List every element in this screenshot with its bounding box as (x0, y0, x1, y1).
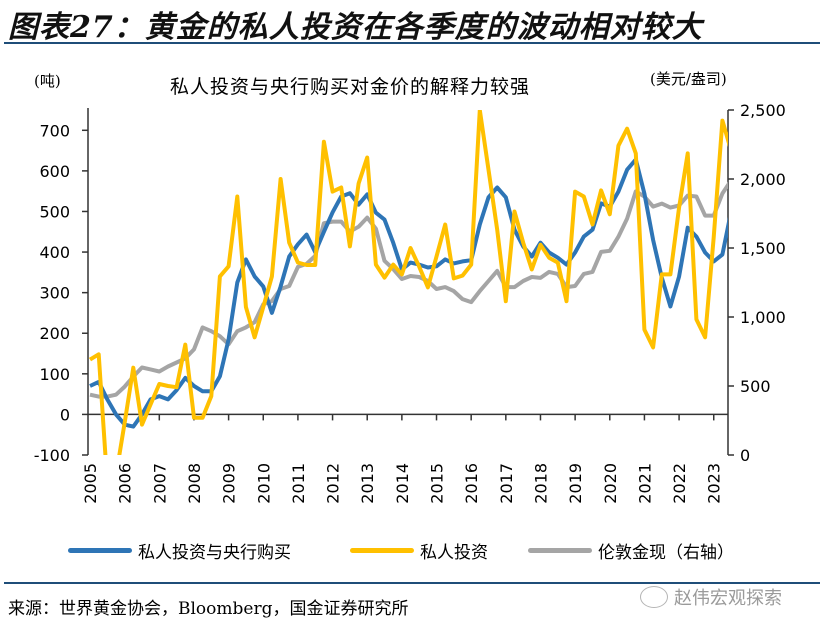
legend-swatch-gray (528, 547, 592, 553)
x-tick-label: 2021 (635, 463, 654, 504)
right-tick-label: 500 (740, 377, 771, 396)
left-tick-label: 300 (39, 284, 70, 303)
line-chart: -100 0 100 200 300 400 500 600 700 0 500 1,000 1,500… (34, 101, 786, 504)
legend-swatch-blue (68, 547, 132, 553)
x-tick-label: 2009 (220, 463, 239, 504)
x-tick-label: 2006 (116, 463, 135, 504)
legend-label: 私人投资与央行购买 (138, 542, 291, 563)
series-layer (88, 110, 728, 455)
watermark: 赵伟宏观探索 (640, 584, 782, 610)
legend-label: 伦敦金现（右轴） (598, 542, 734, 563)
legend-swatch-yellow (350, 547, 414, 553)
legend-item-yellow: 私人投资 (350, 537, 488, 563)
tick-labels: -100 0 100 200 300 400 500 600 700 0 500 1,000 1,500… (34, 101, 786, 504)
figure-title: 图表27：黄金的私人投资在各季度的波动相对较大 (8, 10, 703, 45)
wechat-icon (640, 586, 668, 608)
right-tick-label: 0 (740, 446, 750, 465)
left-tick-label: 0 (60, 405, 70, 424)
left-axis-unit: (吨) (34, 72, 61, 90)
right-tick-label: 1,500 (740, 239, 786, 258)
bottom-rule (4, 582, 820, 584)
x-tick-label: 2018 (531, 463, 550, 504)
x-tick-label: 2019 (566, 463, 585, 504)
x-tick-label: 2016 (462, 463, 481, 504)
right-tick-label: 2,500 (740, 101, 786, 120)
x-tick-label: 2008 (185, 463, 204, 504)
left-tick-label: 100 (39, 365, 70, 384)
source-note: 来源：世界黄金协会，Bloomberg，国金证券研究所 (8, 599, 409, 619)
x-tick-label: 2014 (393, 463, 412, 504)
x-tick-label: 2007 (150, 463, 169, 504)
legend-item-blue: 私人投资与央行购买 (68, 537, 291, 563)
series-line-yellow (88, 110, 728, 455)
right-tick-label: 1,000 (740, 308, 786, 327)
top-rule (4, 42, 820, 44)
watermark-text: 赵伟宏观探索 (674, 588, 782, 609)
x-tick-label: 2015 (428, 463, 447, 504)
left-tick-label: -100 (34, 446, 70, 465)
series-line-blue (89, 157, 728, 429)
x-tick-label: 2022 (670, 463, 689, 504)
series-line-gray (89, 181, 728, 399)
left-tick-label: 400 (39, 243, 70, 262)
x-tick-label: 2010 (254, 463, 273, 504)
chart-title: 私人投资与央行购买对金价的解释力较强 (170, 76, 531, 98)
right-axis-unit: (美元/盎司) (650, 70, 727, 88)
left-tick-label: 700 (39, 121, 70, 140)
x-tick-label: 2013 (358, 463, 377, 504)
x-tick-label: 2005 (81, 463, 100, 504)
left-tick-label: 600 (39, 162, 70, 181)
x-tick-label: 2020 (601, 463, 620, 504)
left-tick-label: 500 (39, 202, 70, 221)
x-tick-label: 2023 (705, 463, 724, 504)
legend-item-gray: 伦敦金现（右轴） (528, 537, 734, 563)
x-tick-label: 2012 (324, 463, 343, 504)
x-tick-label: 2017 (497, 463, 516, 504)
legend: 私人投资与央行购买 私人投资 伦敦金现（右轴） (0, 537, 820, 563)
right-tick-label: 2,000 (740, 170, 786, 189)
legend-label: 私人投资 (420, 542, 488, 563)
left-tick-label: 200 (39, 324, 70, 343)
x-tick-label: 2011 (289, 463, 308, 504)
